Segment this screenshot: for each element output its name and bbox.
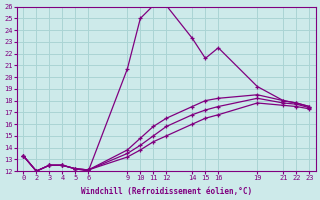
X-axis label: Windchill (Refroidissement éolien,°C): Windchill (Refroidissement éolien,°C)	[81, 187, 252, 196]
